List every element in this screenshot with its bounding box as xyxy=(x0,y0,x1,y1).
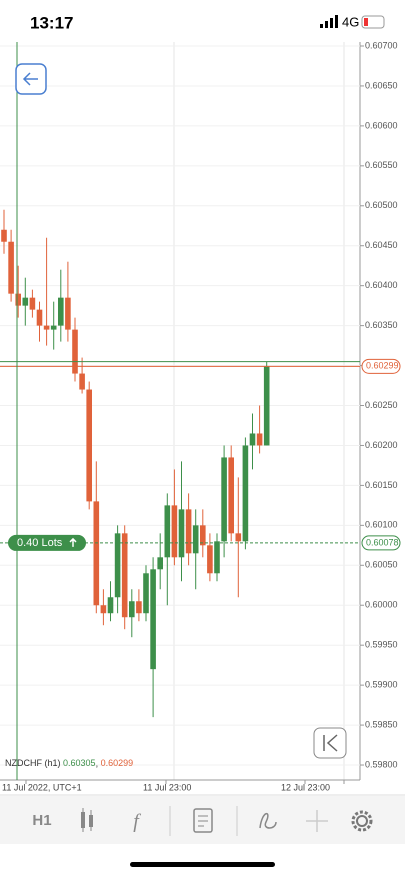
candle-body xyxy=(157,557,163,570)
order-box[interactable] xyxy=(8,534,86,551)
candle-body xyxy=(29,297,36,310)
order-price: 0.60078 xyxy=(366,537,399,547)
candle-body xyxy=(192,525,199,554)
back-button[interactable] xyxy=(15,63,47,95)
bid-value: 0.60299 xyxy=(101,758,134,768)
order-price-box xyxy=(361,535,401,551)
y-tick-label: 0.60500 xyxy=(365,200,398,210)
candle-body xyxy=(65,297,71,330)
y-tick-label: 0.60250 xyxy=(365,400,398,410)
candle-body xyxy=(143,573,149,614)
order-lots: 0.40 Lots xyxy=(17,537,63,549)
candle-body xyxy=(171,505,178,558)
candle-body xyxy=(136,601,142,614)
bid-label: 0.60299 xyxy=(366,361,399,371)
y-tick-label: 0.60650 xyxy=(365,80,398,90)
home-indicator xyxy=(130,862,275,867)
candle-body xyxy=(114,533,121,598)
candle-body xyxy=(22,297,29,306)
x-tick-label: 11 Jul 2022, UTC+1 xyxy=(2,782,82,792)
candle-body xyxy=(263,366,270,446)
x-tick-label: 11 Jul 23:00 xyxy=(143,782,191,792)
candle-body xyxy=(43,325,50,330)
y-tick-label: 0.60600 xyxy=(365,120,398,130)
candle-body xyxy=(107,597,114,614)
candle-body xyxy=(249,433,256,446)
x-tick-label: 12 Jul 23:00 xyxy=(281,782,330,792)
crosshair-button[interactable] xyxy=(306,810,328,832)
chart: 0.60700 0.60650 0.60600 0.60550 0.60500 0.604… xyxy=(0,40,401,792)
y-tick-label: 0.60200 xyxy=(365,440,398,450)
candle-type-button[interactable] xyxy=(81,808,93,832)
ask-value: 0.60305 xyxy=(63,758,96,768)
candle-body xyxy=(100,605,107,614)
candle-body xyxy=(129,601,135,618)
candle-body xyxy=(185,509,192,554)
y-tick-label: 0.60150 xyxy=(365,480,398,490)
symbol-legend: NZDCHF (h1) 0.60305, 0.60299 xyxy=(5,758,133,768)
y-tick-label: 0.60400 xyxy=(365,280,398,290)
orders-button[interactable] xyxy=(193,808,213,833)
candle-body xyxy=(207,545,213,574)
battery xyxy=(361,15,385,29)
y-tick-label: 0.60350 xyxy=(365,320,398,330)
y-tick-label: 0.60100 xyxy=(365,520,398,530)
candle-body xyxy=(72,329,78,374)
timeframe-button[interactable]: H1 xyxy=(32,812,51,829)
candle-body xyxy=(200,525,206,546)
y-tick-label: 0.60050 xyxy=(365,560,398,570)
y-tick-label: 0.60550 xyxy=(365,160,398,170)
y-tick-label: 0.60700 xyxy=(365,40,398,50)
candle-body xyxy=(58,297,64,326)
candle-body xyxy=(221,457,227,542)
candle-body xyxy=(93,501,100,606)
clock: 13:17 xyxy=(30,13,73,32)
symbol: NZDCHF (h1) xyxy=(5,758,61,768)
bid-label-box xyxy=(361,358,401,374)
candle-body xyxy=(242,445,249,542)
y-tick-label: 0.59800 xyxy=(365,759,398,769)
toolbar xyxy=(0,796,405,844)
y-tick-label: 0.60000 xyxy=(365,600,398,610)
candle-body xyxy=(86,389,92,502)
scroll-end-button[interactable] xyxy=(313,727,347,759)
signal-icon xyxy=(320,15,338,28)
y-tick-label: 0.59900 xyxy=(365,680,398,690)
indicators-button[interactable]: f xyxy=(133,811,141,833)
candle-body xyxy=(164,505,171,558)
candle-body xyxy=(214,541,220,574)
settings-button[interactable] xyxy=(351,810,373,832)
candle-body xyxy=(79,373,85,390)
y-tick-label: 0.59850 xyxy=(365,719,398,729)
network: 4G xyxy=(342,14,359,29)
candle-body xyxy=(150,569,156,670)
battery-level xyxy=(364,18,368,26)
order-arrow xyxy=(69,537,77,547)
candle-body xyxy=(228,457,234,534)
draw-button[interactable] xyxy=(259,813,277,829)
candle-body xyxy=(8,241,14,294)
candle-body xyxy=(121,533,128,618)
candle-body xyxy=(36,309,43,326)
y-tick-label: 0.59950 xyxy=(365,640,398,650)
candle-body xyxy=(1,229,7,242)
candle-body xyxy=(50,325,57,330)
candle-body xyxy=(178,509,185,558)
candle-body xyxy=(235,533,242,542)
y-tick-label: 0.60450 xyxy=(365,240,398,250)
candle-body xyxy=(256,433,263,446)
candle-body xyxy=(15,293,21,306)
